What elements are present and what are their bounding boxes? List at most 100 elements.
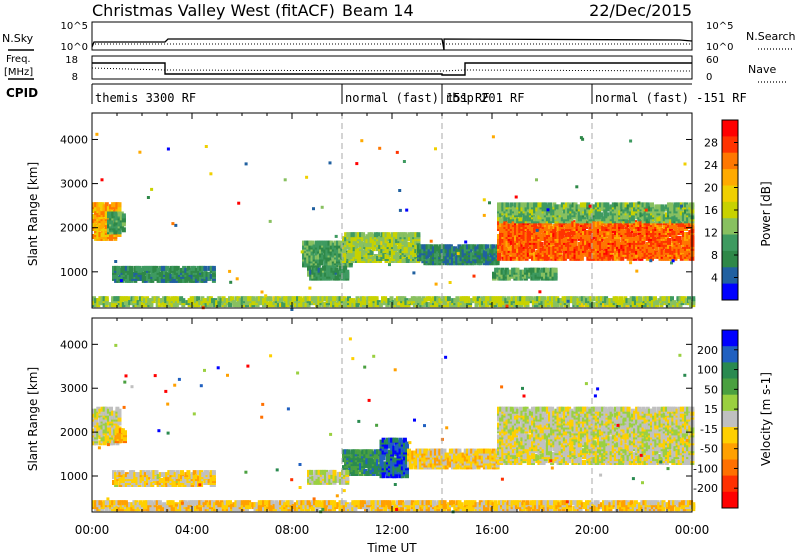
power-data-cell	[605, 241, 610, 247]
velocity-data-cell	[180, 470, 184, 476]
power-data-cell	[645, 202, 650, 208]
power-data-cell	[350, 252, 355, 257]
power-data-cell	[647, 245, 652, 251]
power-data-cell	[538, 296, 543, 302]
power-data-cell	[671, 210, 676, 216]
power-data-cell	[378, 146, 382, 150]
power-data-cell	[403, 240, 408, 246]
power-data-cell	[525, 296, 530, 302]
power-data-cell	[535, 212, 540, 218]
power-data-cell	[616, 251, 620, 257]
power-data-cell	[533, 251, 538, 257]
power-data-cell	[688, 202, 693, 208]
power-data-cell	[579, 202, 584, 208]
power-data-cell	[185, 300, 190, 306]
velocity-data-cell	[154, 476, 159, 482]
power-data-cell	[535, 249, 540, 255]
power-data-cell	[496, 275, 501, 281]
power-data-cell	[675, 216, 680, 222]
power-data-cell	[371, 234, 376, 240]
velocity-data-cell	[150, 470, 155, 476]
power-data-cell	[662, 255, 667, 261]
power-data-cell	[425, 302, 430, 308]
power-data-cell	[541, 202, 546, 208]
power-data-cell	[455, 248, 460, 254]
power-data-cell	[614, 296, 619, 302]
power-data-cell	[654, 212, 659, 218]
power-data-cell	[657, 298, 662, 304]
power-data-cell	[359, 296, 364, 302]
power-data-cell	[342, 248, 346, 254]
power-data-cell	[344, 262, 349, 268]
power-data-cell	[535, 234, 540, 239]
power-data-cell	[92, 222, 96, 227]
power-data-cell	[539, 208, 544, 214]
power-data-cell	[474, 298, 479, 304]
power-data-cell	[667, 243, 671, 249]
power-data-cell	[560, 255, 565, 261]
power-data-cell	[211, 298, 215, 304]
power-data-cell	[363, 250, 368, 256]
power-data-cell	[92, 300, 96, 306]
velocity-data-cell	[98, 416, 103, 422]
power-data-cell	[625, 298, 630, 304]
velocity-data-cell	[211, 476, 216, 482]
power-data-cell	[526, 212, 531, 218]
power-data-cell	[620, 239, 625, 245]
power-data-cell	[399, 248, 404, 254]
power-data-cell	[147, 298, 152, 304]
power-data-cell	[107, 219, 111, 225]
power-data-cell	[562, 204, 567, 210]
nave-tick-top: 60	[706, 55, 719, 66]
power-data-cell	[507, 241, 512, 247]
power-data-cell	[599, 202, 603, 208]
power-data-cell	[624, 245, 629, 251]
power-data-cell	[575, 253, 580, 259]
power-data-cell	[670, 296, 674, 302]
nave-trace	[91, 67, 693, 72]
power-data-cell	[569, 235, 574, 241]
velocity-data-cell	[182, 482, 187, 487]
power-data-cell	[587, 296, 592, 302]
power-data-cell	[415, 298, 419, 304]
power-data-cell	[672, 300, 677, 306]
power-data-cell	[488, 201, 491, 205]
power-data-cell	[487, 248, 492, 254]
velocity-data-cell	[98, 440, 103, 446]
power-data-cell	[131, 271, 136, 277]
power-data-cell	[538, 290, 542, 294]
power-data-cell	[571, 226, 576, 231]
power-data-cell	[459, 252, 464, 258]
power-data-cell	[575, 204, 580, 210]
power-data-cell	[505, 202, 510, 208]
power-data-cell	[313, 267, 318, 273]
power-data-cell	[124, 265, 129, 271]
power-data-cell	[240, 300, 245, 306]
power-data-cell	[618, 202, 623, 208]
power-data-cell	[607, 253, 612, 259]
power-data-cell	[365, 238, 370, 244]
velocity-data-cell	[118, 472, 123, 478]
power-data-cell	[177, 269, 182, 275]
power-data-cell	[526, 251, 531, 257]
power-data-cell	[664, 212, 669, 218]
power-data-cell	[516, 210, 521, 216]
power-data-cell	[491, 302, 496, 308]
power-data-cell	[472, 244, 477, 250]
velocity-data-cell	[363, 453, 368, 459]
velocity-data-cell	[346, 449, 351, 455]
velocity-data-cell	[124, 482, 129, 487]
power-data-cell	[353, 300, 358, 306]
power-data-cell	[336, 252, 340, 258]
power-data-cell	[104, 212, 109, 218]
power-data-cell	[381, 296, 385, 302]
power-data-cell	[378, 244, 383, 250]
power-data-cell	[171, 277, 176, 283]
power-data-cell	[386, 232, 391, 238]
power-data-cell	[446, 296, 451, 302]
power-data-cell	[567, 202, 572, 208]
power-data-cell	[628, 206, 633, 212]
power-data-cell	[448, 244, 453, 250]
power-data-cell	[522, 230, 527, 235]
